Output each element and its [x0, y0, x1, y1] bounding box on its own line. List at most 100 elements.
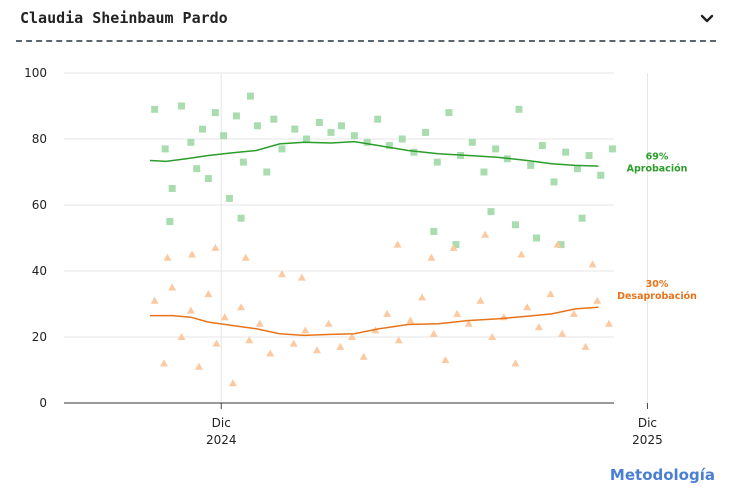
approval-point-30 [433, 158, 441, 166]
disapproval-point-11 [245, 336, 254, 344]
disapproval-point-37 [546, 290, 555, 298]
disapproval-point-24 [394, 336, 403, 344]
approval-point-35 [492, 145, 500, 153]
methodology-link[interactable]: Metodología [609, 466, 715, 484]
approval-point-31 [445, 109, 453, 117]
disapproval-point-69 [588, 260, 597, 268]
disapproval-point-7 [212, 339, 221, 347]
disapproval-point-9 [228, 379, 237, 387]
disapproval-point-27 [429, 329, 438, 337]
disapproval-point-2 [168, 283, 177, 291]
approval-point-69 [578, 214, 586, 222]
approval-point-8 [211, 109, 219, 117]
approval-point-10 [225, 194, 233, 202]
disapproval-point-21 [359, 352, 368, 360]
approval-point-22 [338, 122, 346, 130]
disapproval-point-63 [393, 240, 402, 248]
approval-point-45 [608, 145, 616, 153]
approval-point-13 [246, 92, 254, 100]
x-tick-label-month-0: Dic [212, 416, 231, 430]
disapproval-trend-line [150, 306, 599, 337]
approval-point-28 [410, 148, 418, 156]
approval-point-17 [278, 145, 286, 153]
approval-point-63 [430, 227, 438, 235]
approval-point-33 [468, 138, 476, 146]
y-tick-label-0: 0 [39, 396, 47, 410]
disapproval-point-58 [163, 253, 172, 261]
disapproval-point-30 [464, 319, 473, 327]
approval-point-34 [480, 168, 488, 176]
disapproval-point-10 [237, 303, 246, 311]
approval-point-20 [315, 119, 323, 126]
approval-point-26 [385, 142, 393, 150]
approval-point-5 [193, 165, 201, 173]
chevron-down-icon[interactable] [698, 10, 716, 28]
disapproval-point-64 [427, 253, 436, 261]
approval-point-11 [232, 112, 240, 120]
disapproval-point-38 [558, 329, 567, 337]
approval-point-3 [178, 102, 186, 110]
disapproval-point-25 [406, 316, 415, 324]
approval-point-23 [350, 132, 358, 140]
approval-point-66 [511, 221, 519, 229]
disapproval-point-67 [517, 250, 526, 258]
disapproval-point-29 [453, 309, 462, 317]
disapproval-point-26 [418, 293, 427, 301]
approval-point-40 [550, 178, 558, 186]
approval-point-43 [585, 152, 593, 159]
disapproval-final-value-label: 30% [646, 279, 669, 290]
disapproval-point-35 [523, 303, 532, 311]
approval-point-27 [398, 135, 406, 143]
approval-trend-line [149, 140, 599, 167]
disapproval-point-13 [266, 349, 275, 357]
disapproval-point-3 [177, 333, 186, 340]
approval-point-6 [199, 125, 207, 133]
disapproval-point-32 [488, 333, 497, 340]
approval-point-0 [151, 105, 159, 113]
disapproval-point-23 [383, 309, 392, 317]
approval-point-41 [562, 148, 570, 156]
disapproval-point-68 [553, 240, 562, 248]
disapproval-point-17 [312, 346, 321, 354]
y-tick-label-80: 80 [32, 132, 47, 146]
approval-point-44 [597, 171, 605, 179]
disapproval-point-40 [581, 342, 590, 350]
disapproval-point-16 [301, 326, 310, 334]
disapproval-point-34 [511, 359, 520, 367]
header-divider [16, 40, 716, 42]
disapproval-series-label: Desaprobación [617, 291, 697, 302]
disapproval-point-66 [481, 230, 490, 238]
approval-point-16 [270, 115, 278, 123]
disapproval-point-28 [441, 356, 450, 364]
y-tick-label-40: 40 [32, 264, 47, 278]
approval-series-label: Aprobación [627, 163, 688, 174]
approval-final-value-label: 69% [646, 151, 669, 162]
disapproval-point-65 [449, 243, 458, 251]
approval-point-64 [452, 241, 460, 249]
disapproval-point-20 [348, 333, 357, 340]
disapproval-point-6 [204, 290, 213, 298]
card-header: Claudia Sheinbaum Pardo [0, 0, 749, 42]
approval-point-9 [220, 132, 228, 140]
approval-point-18 [291, 125, 299, 133]
disapproval-point-4 [186, 306, 195, 314]
disapproval-point-59 [188, 250, 197, 258]
disapproval-point-39 [569, 309, 578, 317]
disapproval-point-18 [324, 319, 333, 327]
disapproval-point-15 [289, 339, 298, 347]
approval-point-61 [166, 218, 174, 225]
disapproval-point-36 [534, 323, 543, 331]
approval-point-65 [487, 208, 495, 216]
disapproval-point-8 [220, 313, 229, 321]
approval-point-21 [327, 128, 335, 136]
disapproval-point-12 [255, 319, 264, 327]
approval-point-12 [239, 158, 247, 166]
approval-point-25 [374, 115, 382, 123]
approval-point-19 [302, 135, 310, 143]
approval-point-1 [161, 145, 169, 153]
approval-point-29 [422, 128, 430, 136]
approval-point-7 [204, 175, 212, 183]
approval-point-24 [363, 138, 371, 146]
approval-point-62 [237, 214, 245, 222]
